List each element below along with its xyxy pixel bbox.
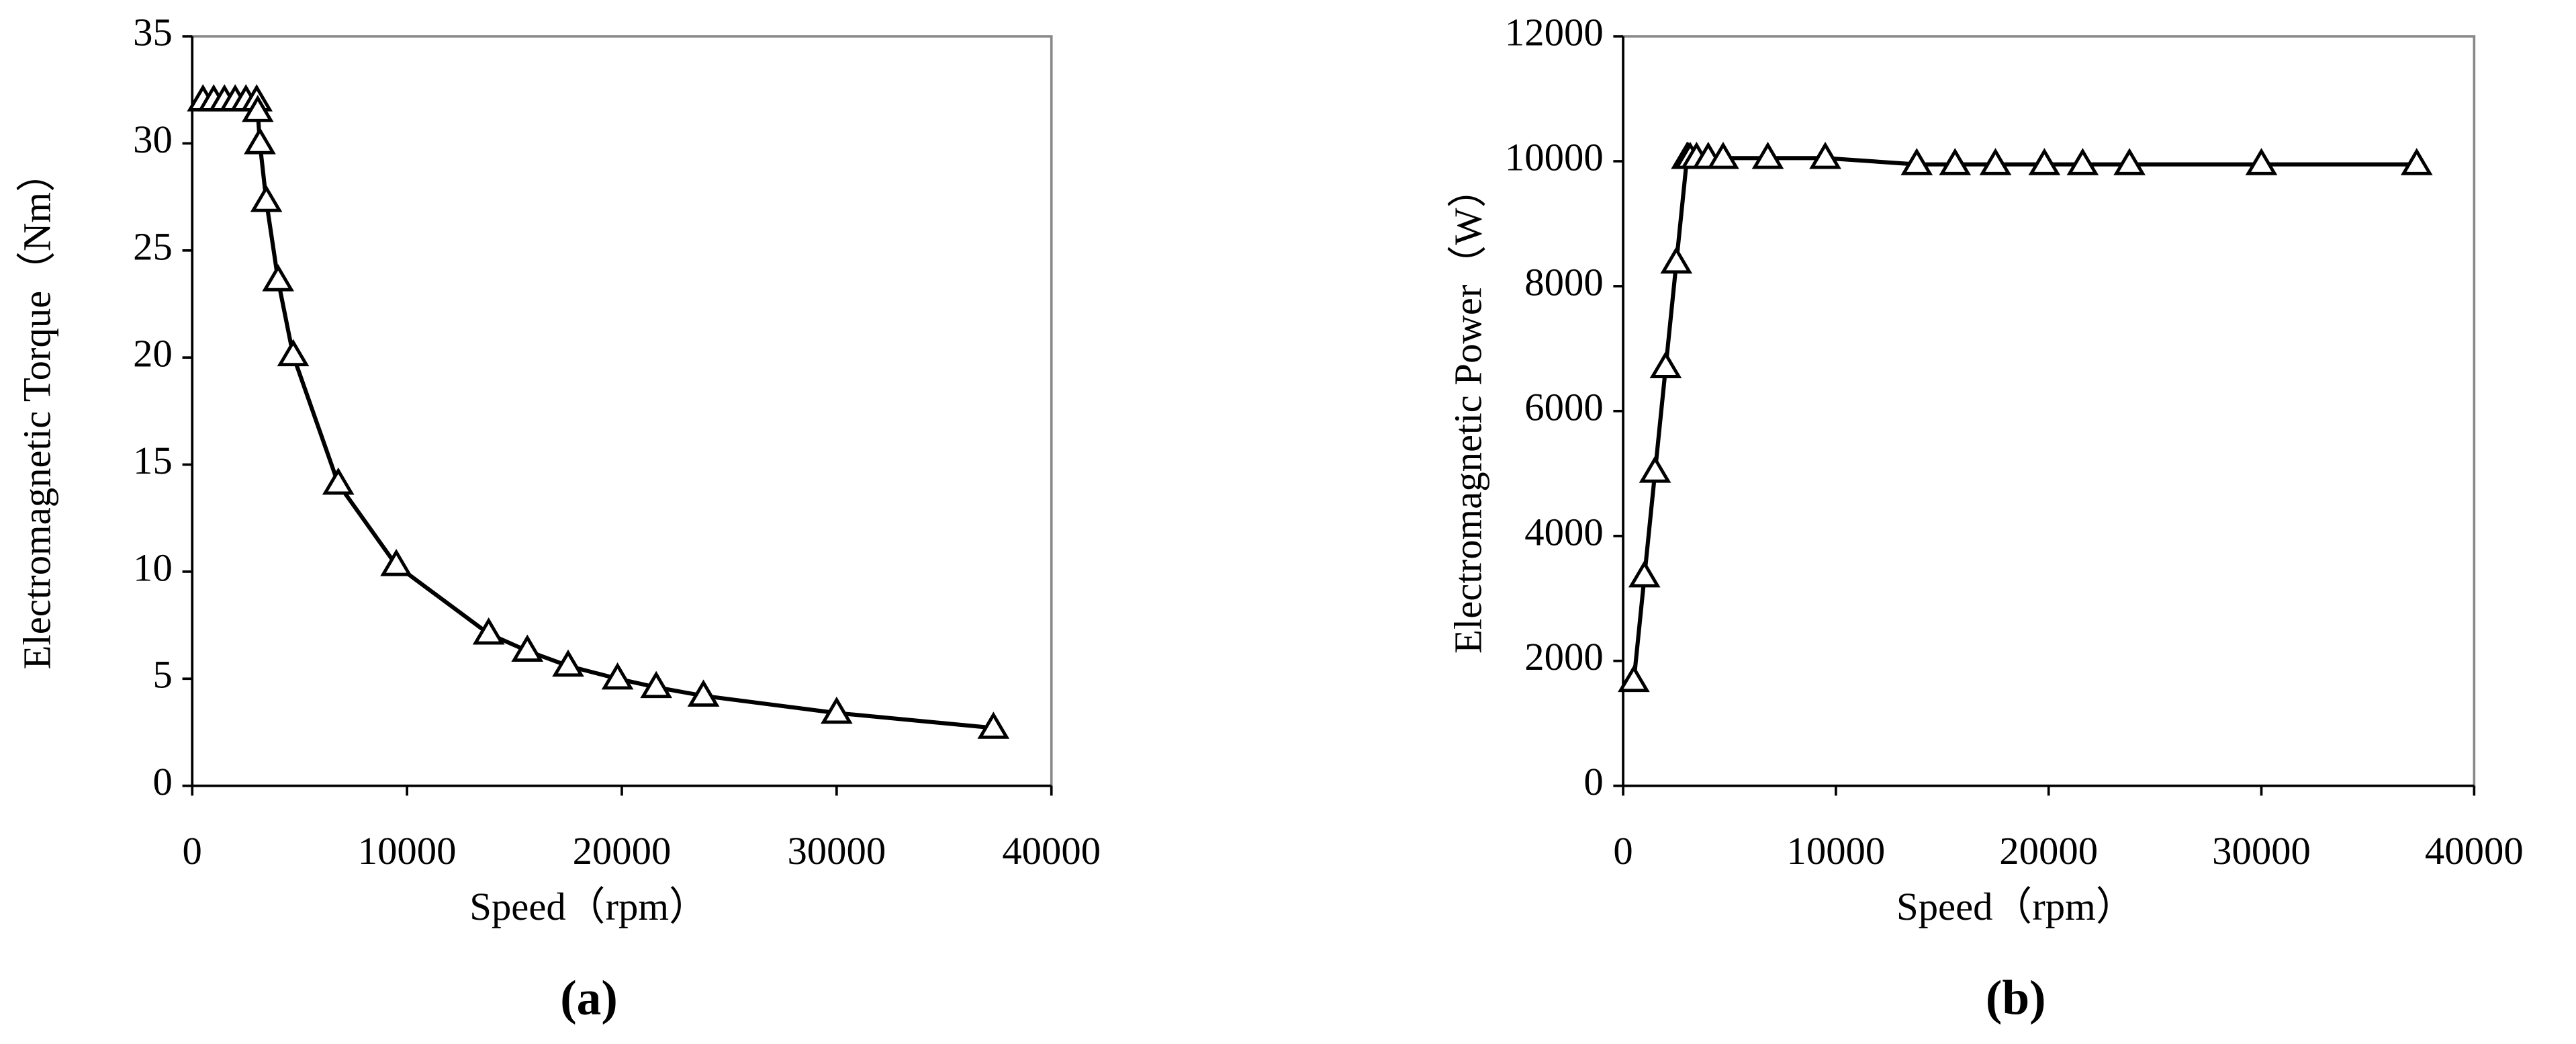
marker (472, 617, 505, 645)
marker (1939, 148, 1972, 175)
marker (1979, 148, 2012, 175)
y-tick-label: 5 (153, 653, 173, 697)
marker (2113, 148, 2146, 175)
x-tick-label: 0 (1613, 829, 1632, 873)
marker (1751, 141, 1784, 169)
marker (687, 679, 720, 707)
y-tick-label: 15 (133, 439, 173, 482)
x-axis-title: Speed（rpm） (469, 885, 708, 928)
y-tick-label: 10 (133, 546, 173, 589)
y-tick-label: 25 (133, 224, 173, 268)
x-tick-label: 10000 (1787, 829, 1886, 873)
x-tick-label: 20000 (1999, 829, 2098, 873)
y-tick-label: 4000 (1524, 510, 1603, 554)
marker (552, 649, 584, 677)
y-tick-label: 0 (153, 760, 173, 803)
x-tick-label: 40000 (2425, 829, 2524, 873)
x-tick-label: 20000 (573, 829, 672, 873)
caption: (b) (1986, 970, 2046, 1025)
x-axis-title: Speed（rpm） (1896, 885, 2135, 928)
marker (1660, 246, 1693, 274)
marker (244, 127, 276, 155)
marker (1707, 141, 1739, 169)
marker (2400, 148, 2433, 175)
y-tick-label: 30 (133, 118, 173, 161)
marker (2245, 148, 2278, 175)
marker (1628, 560, 1661, 588)
marker (1649, 351, 1682, 378)
marker (262, 264, 295, 292)
marker (1639, 455, 1671, 483)
marker (322, 467, 355, 495)
y-tick-label: 20 (133, 332, 173, 376)
plot-frame (1622, 35, 2476, 787)
marker (1618, 664, 1650, 693)
marker (640, 670, 673, 699)
caption: (a) (560, 970, 618, 1025)
y-tick-label: 0 (1583, 760, 1603, 803)
y-tick-label: 8000 (1524, 260, 1603, 304)
marker (977, 711, 1010, 739)
marker (601, 662, 634, 690)
x-tick-label: 40000 (1002, 829, 1101, 873)
data-line (1631, 156, 2417, 682)
x-tick-label: 30000 (787, 829, 886, 873)
marker (2028, 148, 2061, 175)
y-tick-label: 2000 (1524, 635, 1603, 679)
marker (2066, 148, 2099, 175)
marker (277, 339, 310, 367)
y-tick-label: 6000 (1524, 385, 1603, 429)
y-tick-label: 10000 (1505, 135, 1604, 179)
y-tick-label: 35 (133, 11, 173, 54)
data-line (203, 98, 994, 730)
marker (250, 185, 283, 212)
y-tick-label: 12000 (1505, 11, 1604, 54)
x-tick-label: 30000 (2212, 829, 2311, 873)
marker (380, 548, 412, 576)
y-axis-title: Electromagnetic Power（W） (1446, 169, 1489, 654)
x-tick-label: 0 (183, 829, 202, 873)
x-tick-label: 10000 (358, 829, 457, 873)
marker (820, 696, 853, 724)
marker (511, 634, 544, 662)
marker (1900, 148, 1933, 175)
y-axis-title: Electromagnetic Torque（Nm） (15, 153, 59, 669)
marker (241, 95, 274, 122)
marker (1809, 141, 1841, 169)
